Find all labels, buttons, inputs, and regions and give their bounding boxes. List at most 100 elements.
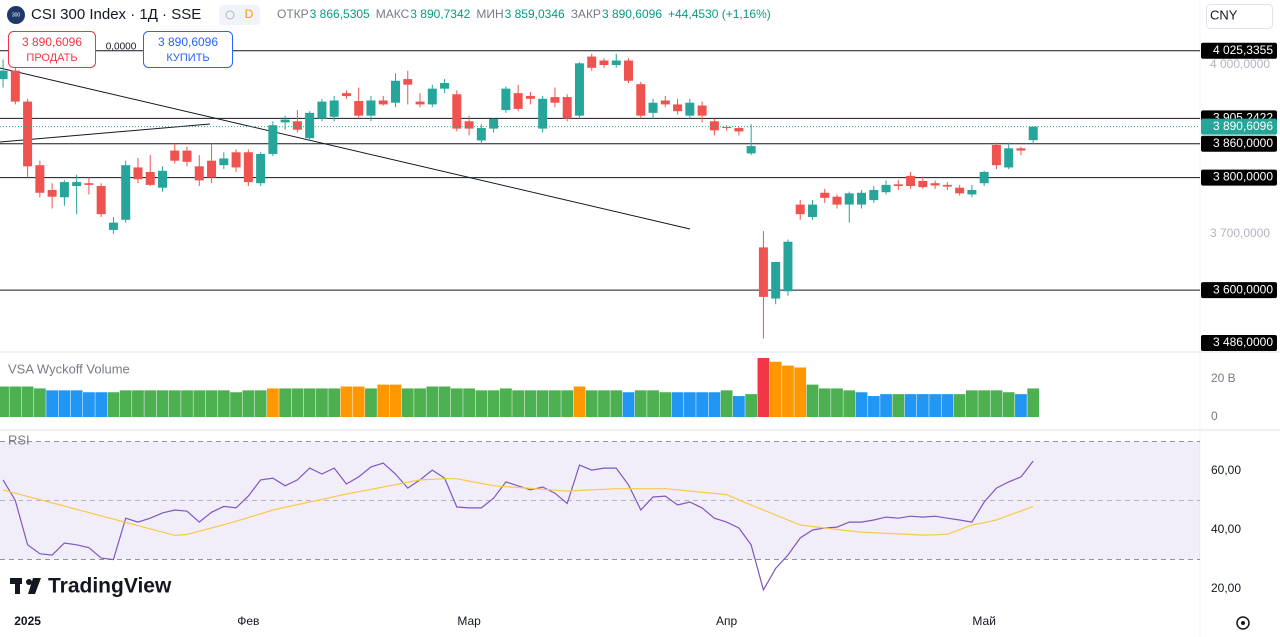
candle-body [305,112,315,139]
sell-button[interactable] [8,31,96,68]
volume-bar [242,390,255,417]
candle-body [783,241,793,292]
candle-body [942,184,952,187]
buy-label: КУПИТЬ [166,52,209,64]
volume-bar [107,392,120,417]
volume-bar [1015,394,1027,417]
level-label-box [1201,335,1277,351]
ohlc-value: 3 890,7342 [410,7,470,21]
volume-bar [671,392,684,417]
volume-bar [168,390,181,417]
x-tick-label: 2025 [14,614,41,628]
volume-bar [990,390,1003,417]
settings-icon[interactable] [1236,616,1250,630]
candle-body [660,100,670,105]
change-value: +44,4530 (+1,16%) [668,7,771,21]
candle-body [771,262,781,299]
volume-bar [831,388,843,417]
volume-bar [291,388,304,417]
candle-body [121,165,131,220]
candle-body [1016,148,1026,151]
volume-pane: VSA Wyckoff Volume [0,357,1040,417]
spread: 0,0000 [106,42,137,53]
buy-button[interactable] [143,31,233,68]
candle-body [96,186,106,215]
buy-price: 3 890,6096 [158,35,218,49]
volume-bar [720,390,733,417]
volume-bar [450,388,463,417]
candle-body [967,189,977,195]
volume-bar [156,390,169,417]
currency-select[interactable] [1206,4,1273,29]
candle-body [795,204,805,215]
logo: TradingView [10,575,172,598]
candle-body [1004,148,1014,168]
candle-body [35,165,45,193]
candle-body [415,101,425,105]
candle-body [734,128,744,132]
symbol-title[interactable]: CSI 300 Index · 1Д · SSE [31,6,201,23]
candle-body [219,158,229,166]
volume-bar [352,386,365,417]
volume-bar [266,388,279,417]
last-price-box [1201,118,1277,135]
symbol-icon-text: 300 [12,12,21,18]
candle-body [525,95,535,99]
candle-body [47,189,57,197]
volume-bar [217,390,230,417]
candle-body [378,100,388,105]
candle-body [207,160,217,178]
volume-bar [365,388,377,417]
volume-bar [782,365,794,417]
logo-text[interactable]: TradingView [48,575,172,598]
candle-body [341,93,351,96]
candle-body [1028,126,1038,141]
volume-bar [401,388,414,417]
volume-bar [389,384,402,417]
badge-box[interactable] [219,5,260,25]
ohlc-label: ОТКР [277,7,309,21]
candle-body [574,63,584,116]
candle-body [182,150,192,162]
volume-bar [254,390,267,417]
level-label-box [1201,42,1277,59]
axes: 2025 Фев Мар Апр Май 4 000,0000 3 700,0000 4 02… [14,42,1277,628]
candle-body [464,121,474,129]
candle-body [108,222,118,230]
y-tick-label: 3 700,0000 [1210,226,1270,240]
volume-bar [659,392,672,417]
volume-bar [794,367,807,417]
level-label-box [1201,282,1277,299]
volume-bar [463,388,475,417]
volume-bar [953,394,966,417]
ohlc-value: 3 866,5305 [310,7,370,21]
y-tick-label: 0 [1211,409,1218,423]
candle-body [145,171,155,185]
volume-bar [941,394,954,417]
candle-body [452,94,462,129]
candle-body [366,100,376,116]
trade-buttons: 3 890,6096 ПРОДАТЬ 0,0000 3 890,6096 КУП… [8,31,233,68]
volume-bar [610,390,623,417]
candle-body [832,196,842,205]
volume-bar [573,386,586,417]
trend-line[interactable] [0,67,691,230]
volume-bar [978,390,991,417]
candle-body [476,128,486,141]
candle-body [722,126,732,129]
y-tick-label: 20,00 [1211,581,1241,595]
candle-body [243,152,253,183]
volume-bar [524,390,537,417]
last-price-label: 3 890,6096 [1213,119,1273,133]
ohlc-legend: ОТКР 3 866,5305 МАКС 3 890,7342 МИН 3 859,034… [277,7,771,21]
volume-bar [193,390,206,417]
candle-body [513,93,523,109]
volume-bar [892,394,905,417]
volume-bar [769,361,782,417]
volume-bar [487,390,500,417]
candle-body [501,88,511,111]
volume-bar [745,394,758,417]
level-label-box [1201,135,1277,152]
volume-bar [1027,388,1040,417]
